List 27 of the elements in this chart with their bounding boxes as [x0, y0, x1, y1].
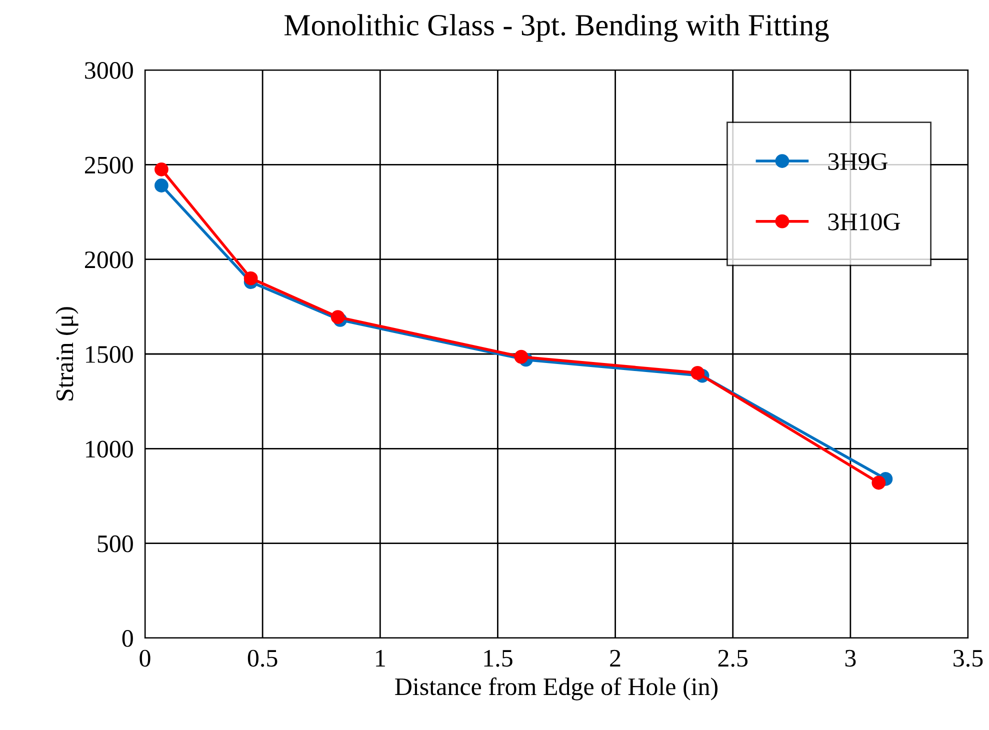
point — [244, 271, 258, 286]
x-tick-label: 3.5 — [954, 650, 983, 667]
x-tick-label: 1.5 — [484, 650, 512, 667]
x-tick-label: 3 — [845, 650, 856, 667]
legend-label: 3H10G — [828, 213, 900, 230]
point — [330, 310, 345, 324]
y-tick-label: 2500 — [84, 156, 133, 174]
y-tick-label: 2000 — [84, 251, 133, 268]
y-axis-title: Strain (μ) — [56, 307, 78, 400]
chart-title: Monolithic Glass - 3pt. Bending with Fitting — [284, 14, 829, 42]
x-tick-label: 1 — [376, 650, 385, 666]
x-axis-title: Distance from Edge of Hole (in) — [395, 677, 718, 700]
y-tick-label: 0 — [122, 630, 133, 647]
x-tick-label: 2.5 — [718, 650, 748, 667]
point — [514, 350, 528, 364]
point — [154, 162, 168, 176]
x-tick-label: 0 — [140, 650, 150, 667]
point — [154, 178, 168, 192]
y-tick-label: 3000 — [85, 62, 133, 79]
y-tick-label: 500 — [98, 535, 133, 552]
point — [872, 476, 886, 490]
x-tick-label: 0.5 — [248, 650, 278, 667]
y-tick-label: 1000 — [86, 440, 133, 458]
y-tick-label: 1500 — [86, 346, 133, 363]
x-tick-label: 2 — [610, 650, 620, 666]
legend-label: 3H9G — [828, 153, 888, 170]
point — [690, 366, 705, 380]
